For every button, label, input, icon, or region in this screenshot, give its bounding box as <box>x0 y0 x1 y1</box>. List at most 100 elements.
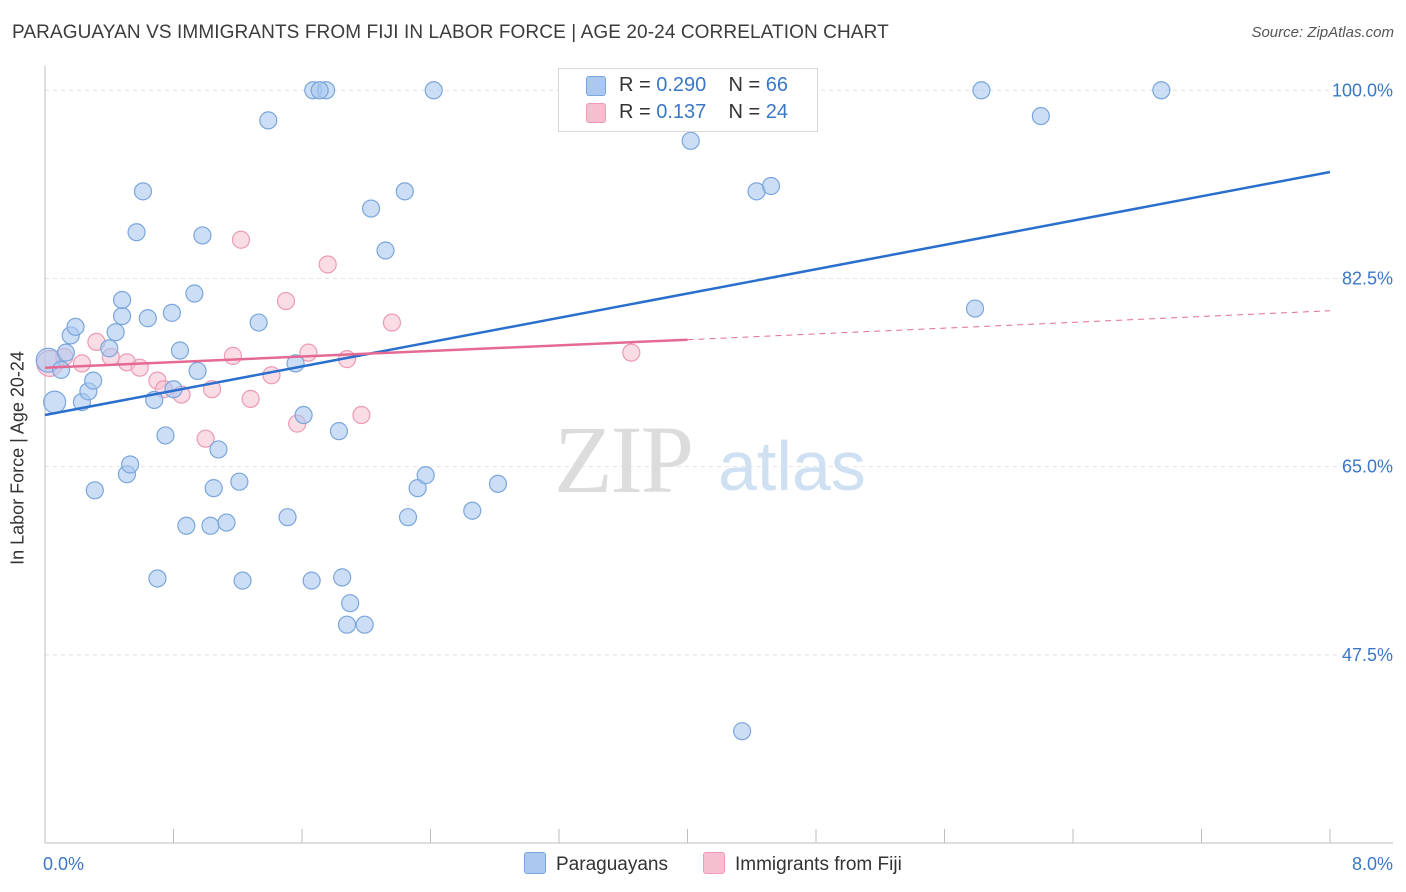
correlation-legend: R = 0.290 N = 66 R = 0.137 N = 24 <box>558 68 818 132</box>
n-value: 66 <box>765 74 789 96</box>
fiji-point <box>262 366 281 385</box>
paraguayans-trend-line <box>44 170 1331 417</box>
fiji-point <box>72 354 92 373</box>
trend-lines <box>44 170 1331 417</box>
paraguayans-point <box>681 131 700 150</box>
paraguayans-point <box>204 479 223 498</box>
paraguayans-point <box>127 223 146 242</box>
y-tick-label: 47.5% <box>1342 645 1393 665</box>
watermark-zip: ZIP <box>554 406 692 513</box>
x-tick-label: 0.0% <box>43 854 84 874</box>
paraguayans-point <box>84 371 103 390</box>
fiji-trend-extension <box>687 310 1331 341</box>
paraguayans-point <box>337 615 357 634</box>
paraguayans-point <box>278 508 297 527</box>
paraguayans-point <box>294 405 313 425</box>
paraguayans-point <box>233 571 252 590</box>
paraguayans-point <box>972 81 991 100</box>
paraguayans-point <box>488 474 508 493</box>
source-credit: Source: ZipAtlas.com <box>1251 24 1394 41</box>
fiji-trend-line <box>44 338 688 369</box>
paraguayans-point <box>201 516 220 535</box>
legend-swatch-blue <box>586 76 606 96</box>
legend-item-fiji: Immigrants from Fiji <box>703 852 902 876</box>
watermark-atlas: atlas <box>718 427 866 505</box>
paraguayans-point <box>148 569 167 588</box>
fiji-point <box>622 343 641 362</box>
y-tick-label: 100.0% <box>1332 80 1393 100</box>
legend-label: Paraguayans <box>556 854 668 875</box>
paraguayans-point <box>230 472 249 491</box>
legend-swatch-pink <box>703 852 725 874</box>
paraguayans-point <box>112 290 132 310</box>
paraguayans-point <box>329 422 349 441</box>
paraguayans-point <box>156 426 175 445</box>
paraguayans-point <box>112 306 132 326</box>
fiji-point <box>231 230 251 249</box>
paraguayans-point <box>376 241 395 260</box>
paraguayans-point <box>66 317 85 336</box>
paraguayans-point <box>170 341 190 360</box>
r-label: R = <box>619 74 657 96</box>
legend-text: R = 0.290 N = 66 <box>619 74 788 97</box>
r-label: R = <box>619 101 657 123</box>
paraguayans-point <box>1152 81 1171 100</box>
fiji-point <box>241 389 260 408</box>
y-axis-label: In Labor Force | Age 20-24 <box>7 351 28 565</box>
paraguayans-point <box>463 501 482 520</box>
paraguayans-point <box>138 309 157 328</box>
r-value: 0.290 <box>656 74 707 96</box>
y-tick-label: 65.0% <box>1342 457 1393 477</box>
paraguayans-point <box>259 111 278 130</box>
paraguayans-point <box>133 182 153 201</box>
paraguayans-point <box>106 323 125 342</box>
paraguayans-point <box>249 313 268 332</box>
fiji-point <box>130 358 149 377</box>
legend-label: Immigrants from Fiji <box>735 854 902 875</box>
paraguayans-point <box>193 226 212 245</box>
paraguayans-point <box>100 339 119 358</box>
paraguayans-point <box>302 571 321 590</box>
chart-title: PARAGUAYAN VS IMMIGRANTS FROM FIJI IN LA… <box>12 22 889 43</box>
axes <box>44 66 1393 844</box>
paraguayans-point <box>56 343 75 362</box>
series-fiji-points <box>36 230 641 448</box>
paraguayans-point <box>733 722 752 741</box>
fiji-point <box>318 255 337 274</box>
paraguayans-point <box>341 594 360 613</box>
paraguayans-point <box>361 199 381 218</box>
paraguayans-point <box>217 513 236 532</box>
series-paraguayans-points <box>35 81 1171 741</box>
paraguayans-point <box>185 284 204 303</box>
r-value: 0.137 <box>656 101 707 123</box>
paraguayans-point <box>424 81 443 100</box>
paraguayans-point <box>162 303 181 322</box>
watermark: ZIP atlas <box>554 406 866 513</box>
paraguayans-point <box>395 182 414 201</box>
paraguayans-point <box>761 176 781 196</box>
legend-swatch-pink <box>586 103 606 123</box>
paraguayans-point <box>121 455 140 474</box>
fiji-point <box>382 313 402 332</box>
paraguayans-point <box>416 466 435 485</box>
x-tick-label: 8.0% <box>1352 854 1393 874</box>
paraguayans-point <box>177 516 196 535</box>
paraguayans-point <box>398 508 418 527</box>
paraguayans-point <box>965 299 985 318</box>
paraguayans-point <box>355 615 374 634</box>
n-value: 24 <box>765 101 789 123</box>
paraguayans-point <box>188 361 207 381</box>
gridlines <box>45 89 1360 656</box>
paraguayans-point <box>1031 106 1050 126</box>
paraguayans-point <box>209 440 228 459</box>
fiji-point <box>276 291 296 311</box>
paraguayans-point <box>85 481 104 500</box>
paraguayans-point <box>51 360 71 379</box>
fiji-point <box>352 405 371 425</box>
fiji-point <box>223 346 243 365</box>
paraguayans-point <box>408 479 427 498</box>
legend-text: R = 0.137 N = 24 <box>619 101 788 124</box>
legend-swatch-blue <box>524 852 546 874</box>
tick-labels: 47.5% 65.0% 82.5% 100.0% 0.0% 8.0% <box>43 80 1393 874</box>
